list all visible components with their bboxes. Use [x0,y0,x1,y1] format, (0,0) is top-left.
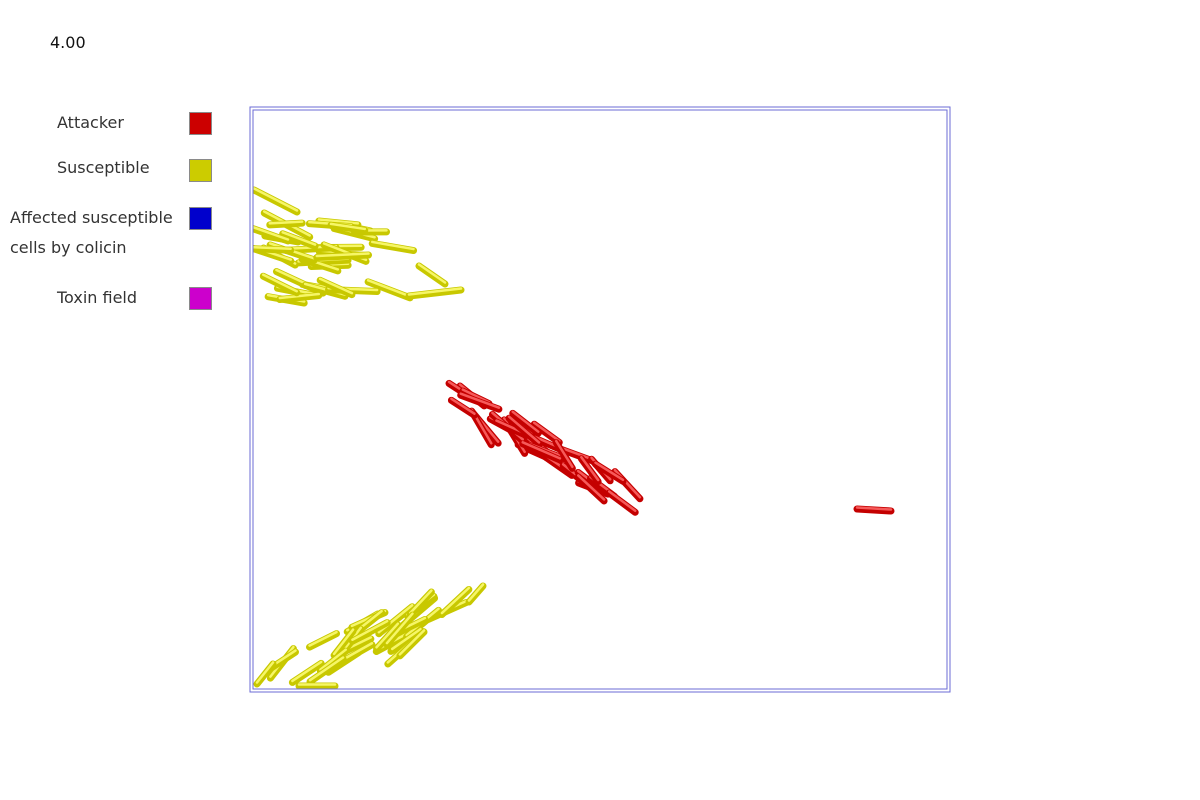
simulation-time-label: 4.00 [50,33,86,52]
susceptible-cell-highlight [278,292,321,300]
susceptible-cell-highlight [317,218,360,225]
susceptible-cell-highlight [407,287,463,296]
susceptible-cell [253,224,292,245]
attacker-cell [457,391,503,413]
legend-swatch-toxin-field [189,287,212,310]
susceptible-cell-highlight [351,619,389,641]
susceptible-cell [368,239,418,255]
attacker-cell-highlight [607,490,637,513]
susceptible-cell-highlight [366,279,412,298]
susceptible-cell [316,276,356,299]
susceptible-cell-highlight [315,252,370,258]
susceptible-cell [348,619,391,645]
legend-swatch-susceptible [189,159,212,182]
susceptible-cell-highlight [332,628,355,656]
susceptible-cell-highlight [308,630,338,647]
susceptible-cell-highlight [440,586,471,615]
susceptible-cell-highlight [281,231,317,246]
susceptible-cell-highlight [390,627,422,651]
legend: Attacker Susceptible Affected susceptibl… [0,0,240,340]
legend-label-toxin-field: Toxin field [57,288,138,307]
attacker-cell-highlight [532,421,561,443]
susceptible-cell-highlight [268,220,304,225]
susceptible-cell-highlight [291,660,323,683]
susceptible-cell-highlight [398,629,426,656]
susceptible-cell-highlight [417,263,447,284]
attacker-cell-highlight [459,392,501,409]
susceptible-cell [253,245,295,254]
susceptible-cell-highlight [375,622,400,649]
attacker-cell-highlight [450,397,476,415]
susceptible-cell-highlight [262,273,298,293]
legend-swatch-affected-susceptible [189,207,212,230]
attacker-cell [592,460,627,485]
susceptible-cell-highlight [385,612,414,645]
susceptible-cell [405,286,465,300]
legend-swatch-attacker [189,112,212,135]
susceptible-cell [253,186,301,216]
susceptible-cell-highlight [253,245,292,250]
attacker-cell-highlight [580,455,600,482]
legend-label-affected-susceptible: Affected susceptible cells by colicin [10,208,173,257]
susceptible-cell-highlight [319,648,347,671]
susceptible-cell [364,278,414,302]
attacker-cell [853,505,895,515]
attacker-cell-highlight [511,410,540,433]
attacker-cell-highlight [559,446,594,461]
susceptible-cell [259,272,301,297]
attacker-cell-highlight [577,474,606,501]
susceptible-cell-highlight [329,222,367,231]
attacker-cell-highlight [855,506,893,511]
susceptible-cell-highlight [318,277,354,295]
susceptible-cell-highlight [308,656,345,682]
susceptible-cell [301,281,349,300]
attacker-cell-highlight [461,388,491,404]
attacker-cell-highlight [594,461,625,482]
attacker-cell-highlight [554,439,574,469]
cell-layer [253,186,895,689]
susceptible-cell-highlight [371,240,415,251]
attacker-cell [447,396,478,419]
susceptible-cell [276,292,323,303]
susceptible-cell [279,230,319,250]
simulation-view [249,106,951,693]
susceptible-cell [306,630,340,651]
susceptible-cell-highlight [253,187,299,212]
susceptible-cell-highlight [255,661,275,684]
domain-inner-border [252,109,948,690]
attacker-cell-highlight [507,415,541,444]
susceptible-cell [288,659,325,686]
susceptible-cell [327,221,369,234]
susceptible-cell [266,219,306,229]
legend-label-attacker: Attacker [57,113,124,132]
attacker-cell-highlight [521,441,562,460]
attacker-cell-highlight [613,468,642,499]
susceptible-cell [313,251,373,262]
susceptible-cell-highlight [408,589,433,615]
susceptible-cell-highlight [467,583,485,602]
legend-label-susceptible: Susceptible [57,158,150,177]
domain-outer-border [249,106,951,693]
susceptible-cell-highlight [253,225,290,241]
attacker-cell [519,440,564,464]
